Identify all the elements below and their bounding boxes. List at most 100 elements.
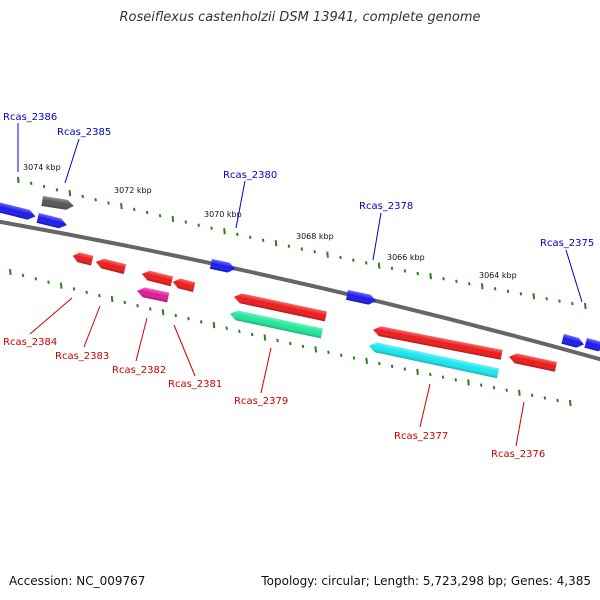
tick-mark [545,296,548,301]
tick-mark [21,273,25,278]
tick-mark [442,277,445,281]
tick-mark [274,240,278,247]
tick-mark [225,326,228,330]
tick-mark [558,299,561,303]
tick-mark [85,290,88,295]
tick-mark [171,215,175,222]
tick-mark [238,329,241,334]
tick-mark [81,194,85,199]
gene-label: Rcas_2385 [57,127,111,138]
label-leader-line [419,383,431,428]
gene-label: Rcas_2379 [234,396,288,407]
tick-mark [199,320,203,324]
gene-arrow-rev [373,326,503,360]
tick-mark [506,289,510,294]
tick-mark [326,251,329,258]
tick-mark [327,350,330,354]
tick-mark [107,201,110,205]
tick-mark [518,389,521,396]
gene-arrow-rev [72,252,94,266]
tick-mark [9,268,12,276]
gene-arrow-rev [95,258,127,274]
gene-label: Rcas_2377 [394,431,448,442]
tick-marks [9,176,587,407]
scale-label: 3064 kbp [479,271,517,280]
gene-arrow-rev [508,353,557,372]
gene-arrow-fwd [584,338,600,352]
tick-mark [571,301,574,306]
tick-mark [403,367,407,371]
tick-mark [187,317,190,321]
tick-mark [455,279,458,283]
gene-arrow-fwd [41,196,74,210]
tick-mark [248,235,252,239]
topology-text: Topology: circular; Length: 5,723,298 bp… [261,574,591,588]
tick-mark [110,295,114,303]
scale-label: 3066 kbp [387,253,425,262]
tick-mark [212,321,216,329]
tick-mark [339,353,343,357]
gene-label: Rcas_2375 [540,238,594,249]
gene-arrow-rev [172,278,196,293]
scale-label: 3072 kbp [114,186,152,195]
tick-mark [314,346,318,353]
gene-label: Rcas_2381 [168,379,222,390]
gene-arrow-fwd [561,334,584,348]
label-leader-line [29,297,73,335]
tick-mark [377,262,381,269]
tick-mark [29,181,33,185]
label-leader-line [372,212,382,261]
tick-mark [145,210,149,215]
tick-mark [120,203,123,210]
tick-mark [210,226,213,230]
gene-label: Rcas_2376 [491,449,545,460]
tick-mark [136,304,139,308]
tick-mark [365,357,368,364]
gene-arrow-fwd [209,259,236,273]
tick-mark [429,372,432,377]
tick-mark [149,307,152,311]
tick-mark [429,273,432,280]
gene-arrow-fwd [36,213,67,229]
tick-mark [300,247,304,251]
tick-mark [68,190,72,197]
tick-mark [161,309,165,316]
tick-mark [454,378,458,382]
tick-mark [17,176,20,184]
tick-mark [289,341,292,346]
gene-arrow-rev [136,287,170,303]
tick-mark [390,364,394,369]
tick-mark [123,300,127,305]
tick-mark [250,332,254,337]
tick-mark [364,261,368,265]
scale-label: 3074 kbp [23,163,61,172]
scale-labels: 3074 kbp 3072 kbp 3070 kbp 3068 kbp 3066 kbp… [23,163,517,280]
gene-arrow-rev [141,270,174,287]
tick-mark [313,250,316,254]
gene-label: Rcas_2383 [55,351,109,362]
tick-mark [98,294,101,298]
tick-mark [530,393,534,398]
label-leader-line [173,324,196,377]
tick-mark [132,207,136,212]
label-leader-line [565,249,583,303]
gene-label: Rcas_2378 [359,201,413,212]
tick-mark [59,282,63,289]
tick-mark [480,283,484,290]
label-leader-line [235,180,246,229]
tick-mark [301,344,305,349]
tick-mark [223,228,226,235]
tick-mark [263,334,267,341]
tick-mark [184,220,188,224]
scale-label: 3068 kbp [296,232,334,241]
tick-mark [569,399,572,407]
tick-mark [505,388,508,392]
gene-label: Rcas_2386 [3,112,57,123]
label-leader-line [515,401,525,447]
tick-mark [403,269,407,273]
label-leader-line [260,347,272,394]
tick-mark [467,379,470,386]
scale-label: 3070 kbp [204,210,242,219]
